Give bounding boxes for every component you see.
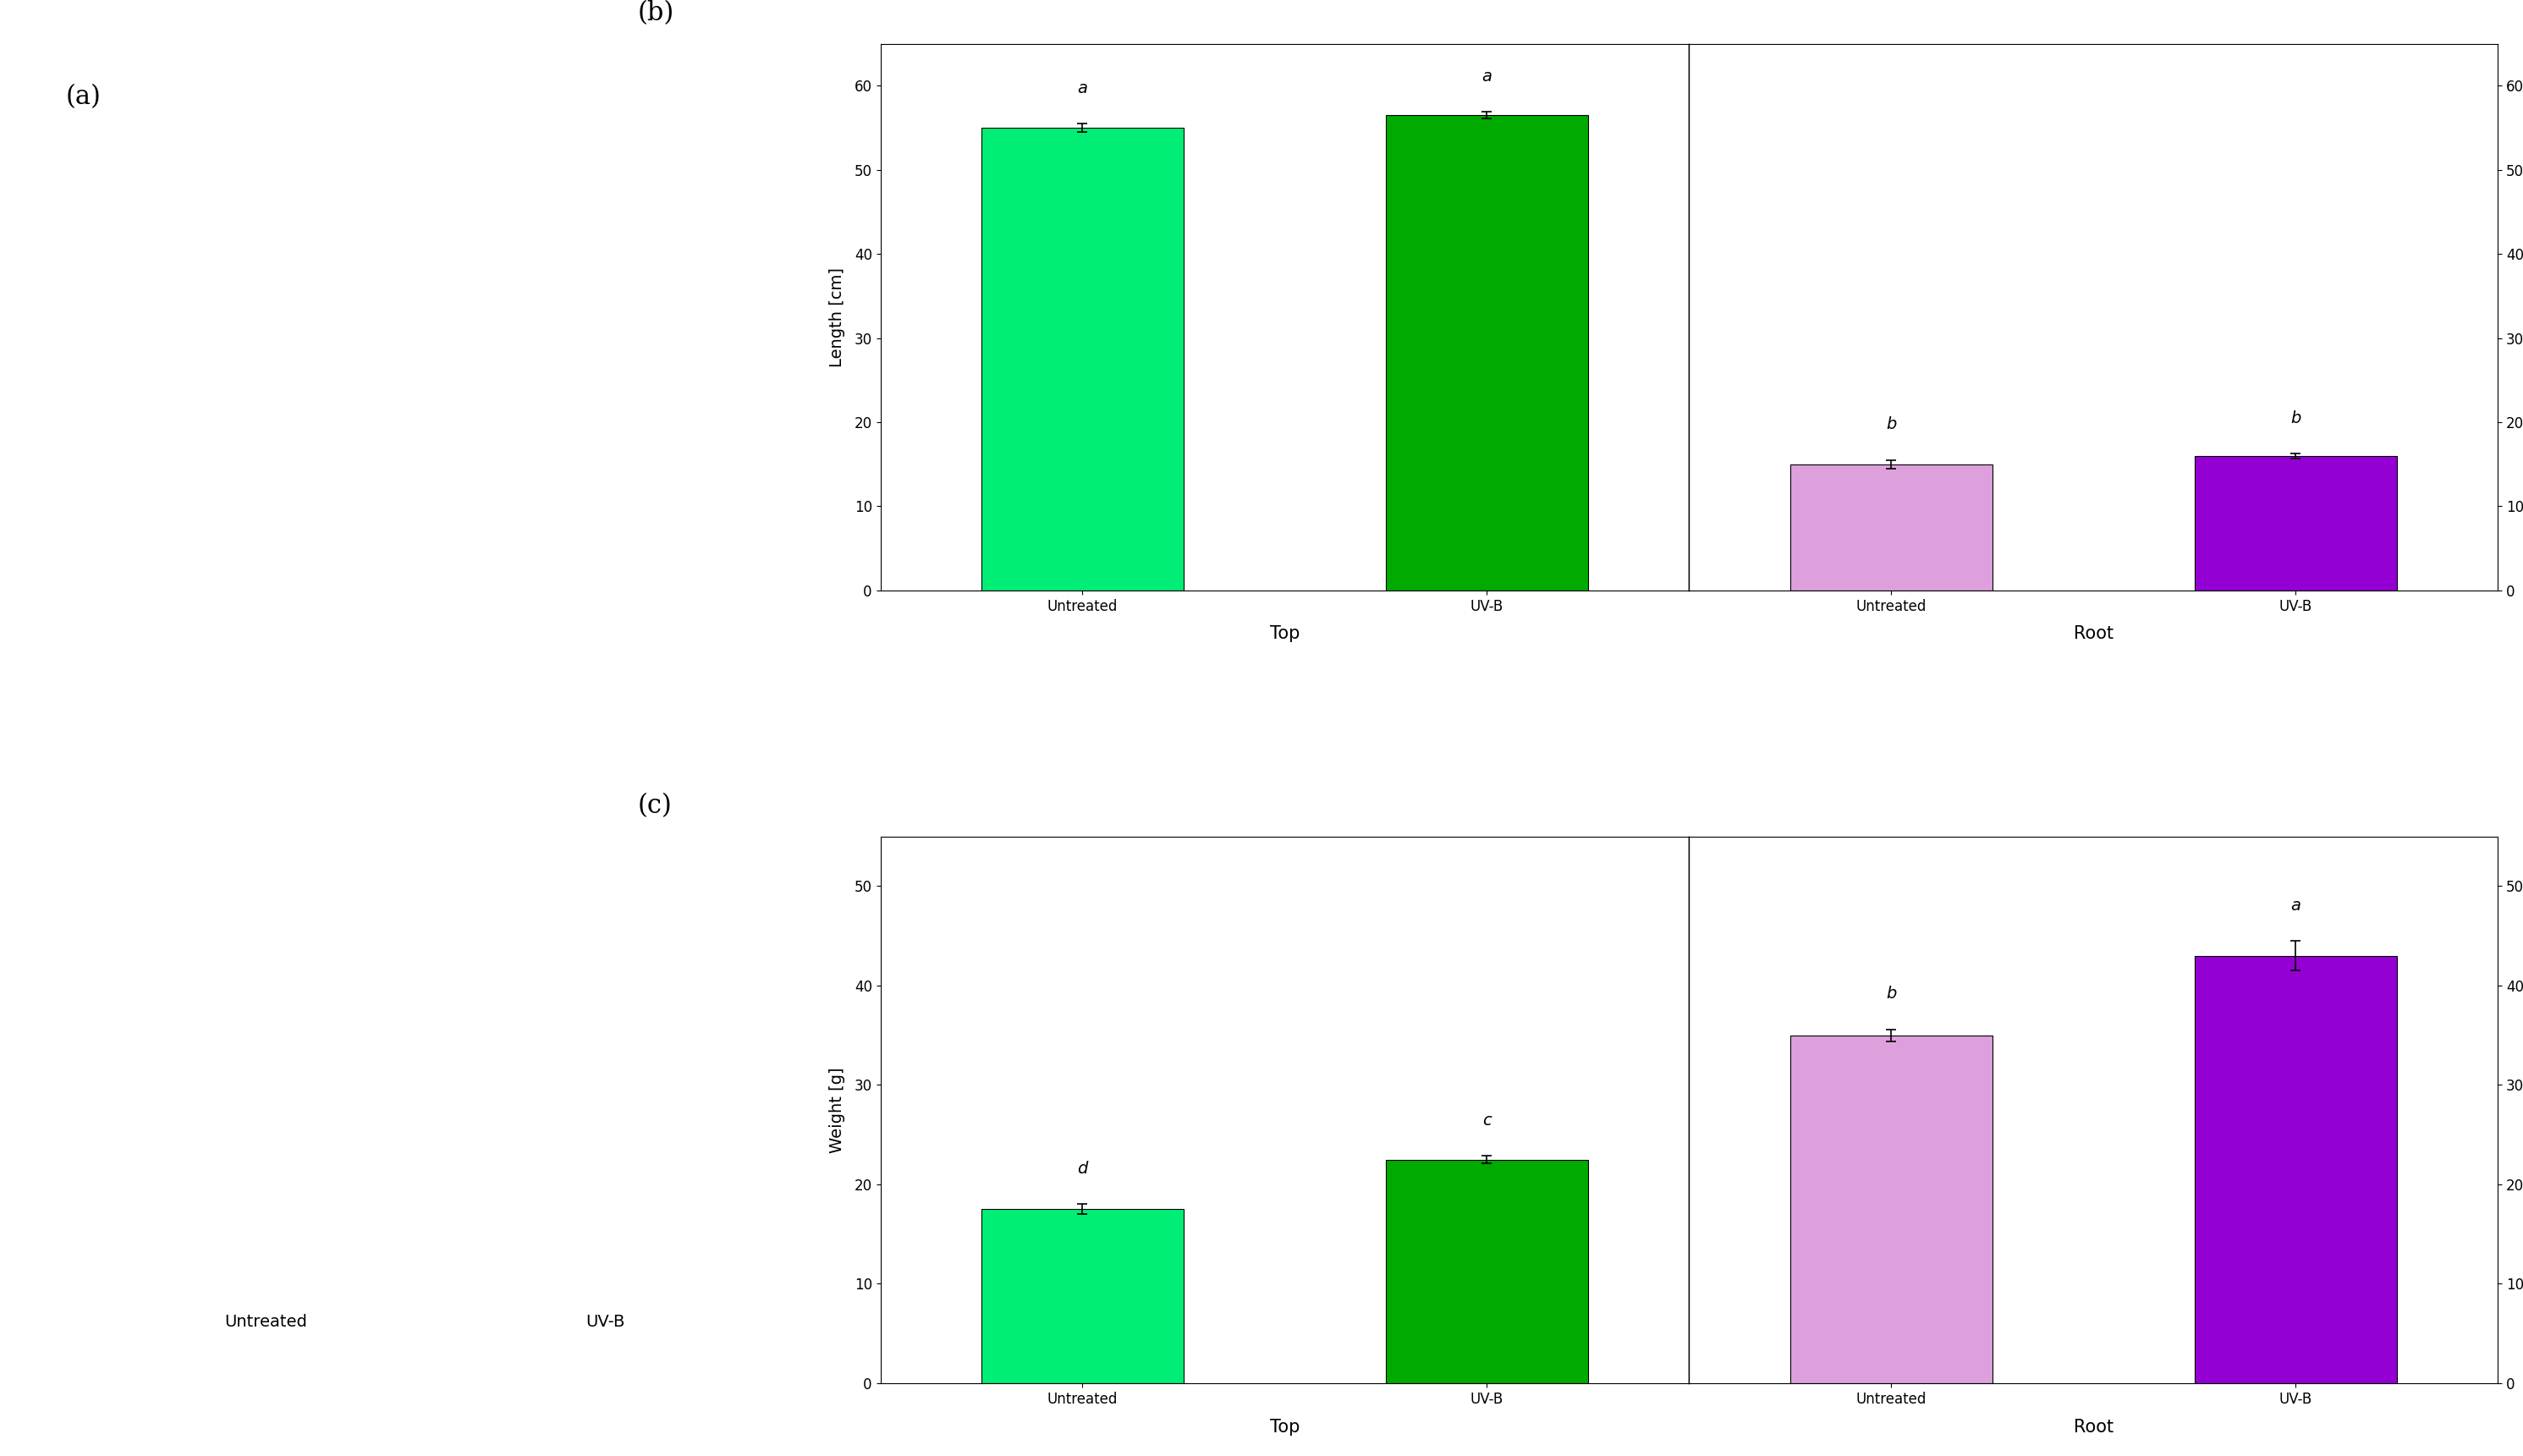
X-axis label: Root: Root [2074, 1418, 2114, 1436]
X-axis label: Top: Top [1269, 1418, 1299, 1436]
Bar [1791, 464, 1993, 591]
Bar [2195, 456, 2397, 591]
Bar [1385, 1159, 1587, 1383]
Text: (a): (a) [66, 84, 101, 111]
Text: a: a [1077, 80, 1087, 96]
Text: a: a [1481, 68, 1491, 84]
X-axis label: Top: Top [1269, 626, 1299, 642]
Text: c: c [1484, 1112, 1491, 1128]
Y-axis label: Weight [g]: Weight [g] [828, 1067, 845, 1153]
Text: a: a [2291, 897, 2301, 913]
Text: UV-B: UV-B [585, 1313, 626, 1329]
Y-axis label: Length [cm]: Length [cm] [828, 268, 845, 367]
Text: Untreated: Untreated [225, 1313, 308, 1329]
X-axis label: Root: Root [2074, 626, 2114, 642]
Text: b: b [2291, 411, 2301, 427]
Bar [981, 128, 1183, 591]
Text: (c): (c) [638, 792, 671, 818]
Bar [1791, 1035, 1993, 1383]
Text: b: b [1887, 986, 1897, 1002]
Text: b: b [1887, 416, 1897, 432]
Bar [2195, 955, 2397, 1383]
Text: d: d [1077, 1160, 1087, 1176]
Bar [981, 1210, 1183, 1383]
Text: (b): (b) [638, 0, 674, 26]
Bar [1385, 115, 1587, 591]
